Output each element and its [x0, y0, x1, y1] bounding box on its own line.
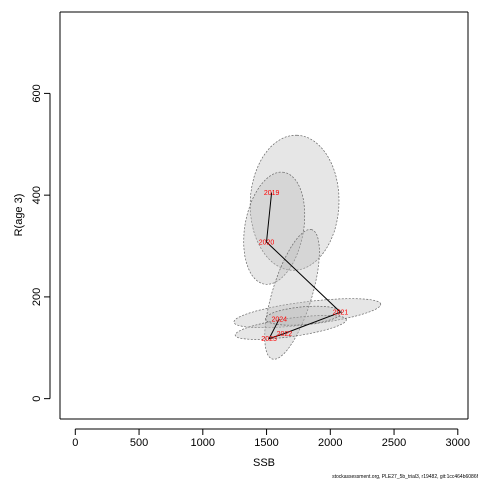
x-axis: 0 500 1000 1500 2000 2500 3000	[72, 428, 470, 449]
trajectory-line	[265, 192, 342, 340]
x-tick-label: 2000	[318, 437, 342, 449]
confidence-ellipse-4	[264, 229, 320, 360]
x-tick-label: 500	[130, 437, 148, 449]
y-tick-label: 400	[31, 186, 43, 204]
confidence-ellipse-2	[243, 171, 306, 285]
confidence-ellipse-1	[249, 134, 340, 271]
year-label-2023: 2023	[261, 336, 277, 343]
y-axis-title: R(age 3)	[13, 194, 25, 237]
x-tick-label: 0	[72, 437, 78, 449]
year-label-2022: 2022	[277, 331, 293, 338]
x-axis-title: SSB	[253, 457, 275, 469]
x-tick-label: 1000	[191, 437, 215, 449]
confidence-ellipse-6	[265, 305, 342, 326]
y-tick-label: 200	[31, 288, 43, 306]
year-label-2020: 2020	[259, 239, 275, 246]
year-label-2021: 2021	[333, 310, 349, 317]
x-tick-label: 1500	[254, 437, 278, 449]
y-tick-label: 0	[31, 396, 43, 402]
y-axis: 0 200 400 600	[31, 84, 51, 402]
year-label-2024: 2024	[272, 316, 288, 323]
footer-credit: stockassessment.org, PLE27_5b_trial3, r1…	[332, 474, 479, 480]
y-tick-label: 600	[31, 84, 43, 102]
year-label-2019: 2019	[264, 190, 280, 197]
x-tick-label: 3000	[446, 437, 470, 449]
x-tick-label: 2500	[382, 437, 406, 449]
confidence-ellipses	[233, 134, 382, 360]
confidence-ellipse-5	[234, 315, 347, 340]
